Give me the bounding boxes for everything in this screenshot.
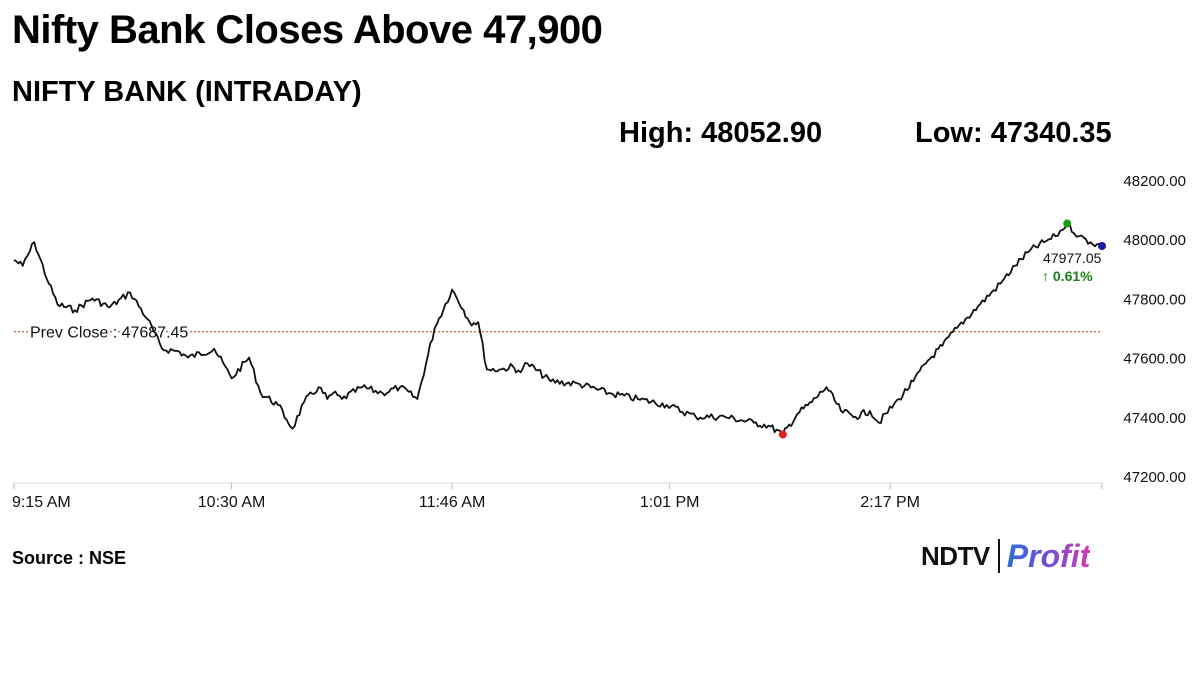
logo-profit-text: Profit: [1006, 537, 1091, 574]
high-marker: [1063, 219, 1072, 228]
day-high-stat: High: 48052.90: [619, 117, 823, 149]
chart-subtitle: NIFTY BANK (INTRADAY): [12, 76, 362, 108]
day-low-stat: Low: 47340.35: [915, 117, 1112, 149]
y-tick-label: 47400.00: [1123, 410, 1186, 427]
headline: Nifty Bank Closes Above 47,900: [12, 8, 603, 52]
y-axis: 47200.00 47400.00 47600.00 47800.00 48000.00…: [1123, 173, 1186, 486]
source-note: Source : NSE: [12, 548, 127, 568]
change-percent-label: ↑ 0.61%: [1042, 268, 1093, 284]
x-tick-label: 9:15 AM: [12, 494, 71, 510]
logo-ndtv-text: NDTV: [921, 540, 990, 571]
last-price-marker: [1098, 241, 1106, 250]
y-tick-label: 48000.00: [1123, 232, 1186, 249]
logo-divider: [997, 539, 1000, 573]
intraday-line-chart: 47200.00 47400.00 47600.00 47800.00 48000.00…: [12, 173, 1186, 510]
y-tick-label: 48200.00: [1123, 173, 1186, 190]
y-tick-label: 47800.00: [1123, 291, 1186, 308]
last-price-label: 47977.05: [1043, 250, 1102, 266]
x-tick-label: 10:30 AM: [198, 494, 266, 510]
x-axis: 9:15 AM 10:30 AM 11:46 AM 1:01 PM 2:17 PM: [12, 483, 1103, 510]
ndtv-profit-logo: NDTV Profit: [921, 536, 1090, 576]
y-tick-label: 47600.00: [1123, 351, 1186, 368]
low-marker: [778, 430, 787, 439]
x-tick-label: 1:01 PM: [640, 494, 700, 510]
y-tick-label: 47200.00: [1123, 469, 1186, 486]
x-tick-label: 11:46 AM: [419, 494, 485, 510]
x-tick-label: 2:17 PM: [860, 494, 920, 510]
price-line: [13, 222, 1103, 436]
prev-close-label: Prev Close : 47687.45: [30, 325, 188, 342]
